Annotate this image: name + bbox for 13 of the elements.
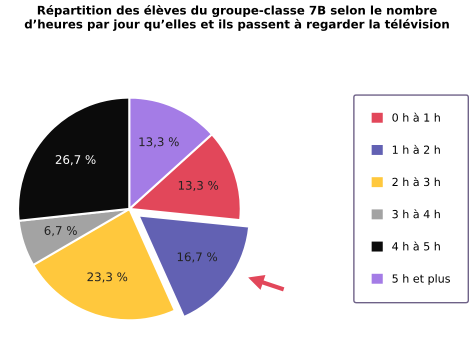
data-label: 26,7 %: [56, 155, 96, 166]
chart-title: Répartition des élèves du groupe-classe 7B selon le nombre d’heures par jour qu’elles et ils passent à regarder la télévision: [24, 5, 449, 31]
data-label: 16,7 %: [178, 252, 218, 262]
data-label: 6,7 %: [44, 226, 77, 236]
data-label: 23,3 %: [87, 272, 128, 282]
legend-label: 5 h et plus: [392, 274, 450, 285]
legend-label: 4 h à 5 h: [392, 241, 440, 251]
legend-label: 3 h à 4 h: [392, 209, 440, 218]
legend-label: 0 h à 1 h: [392, 112, 440, 122]
data-label: 13,3 %: [139, 137, 179, 148]
legend-label: 1 h à 2 h: [392, 144, 440, 154]
legend-label: 2 h à 3 h: [392, 177, 440, 186]
data-label: 13,3 %: [178, 180, 218, 192]
